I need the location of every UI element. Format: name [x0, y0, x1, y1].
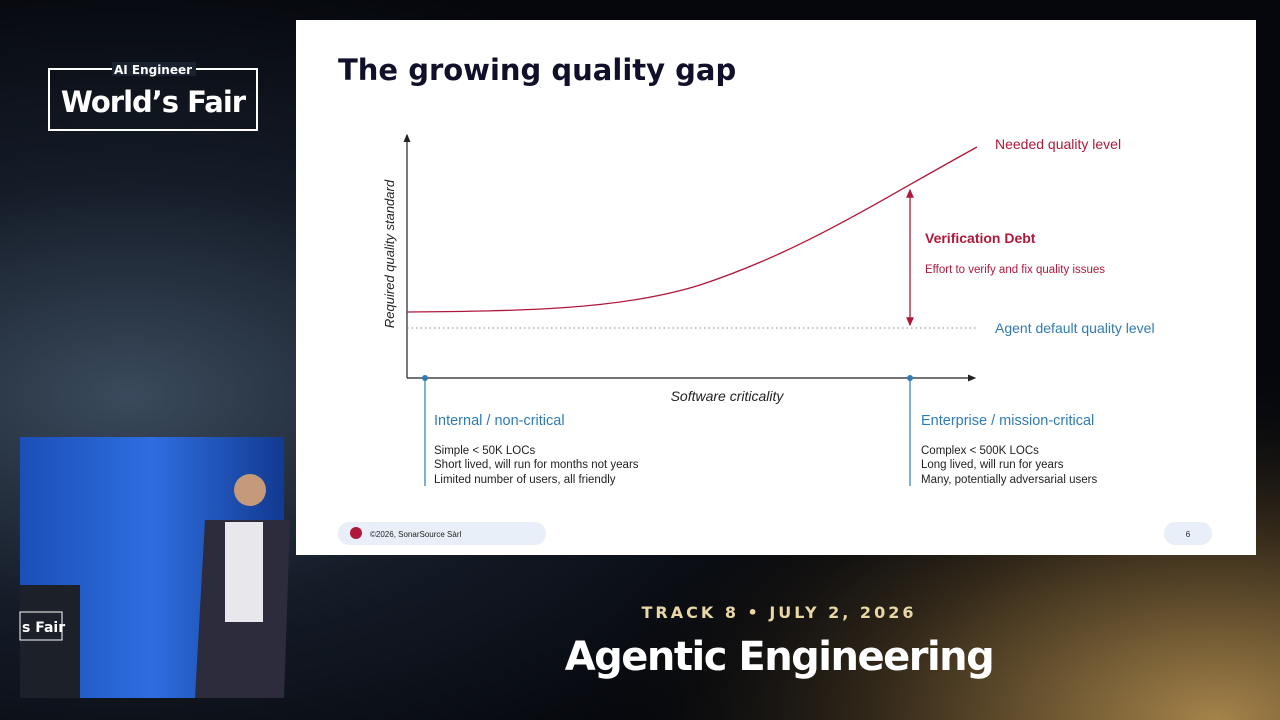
- slide-background: [296, 20, 1256, 555]
- y-axis-label: Required quality standard: [382, 179, 397, 328]
- right-detail: Long lived, will run for years: [921, 459, 1064, 471]
- talk-title: Agentic Engineering: [565, 634, 994, 680]
- right-marker: [907, 375, 913, 381]
- left-detail: Short lived, will run for months not yea…: [434, 459, 639, 471]
- right-detail: Complex < 500K LOCs: [921, 445, 1039, 457]
- needed-quality-curve: [406, 146, 978, 313]
- logo-gap: [112, 62, 196, 76]
- page-pill: [1164, 522, 1212, 545]
- page-number: 6: [1186, 530, 1191, 539]
- speaker-head: [234, 474, 266, 506]
- slide: The growing quality gap Required quality…: [296, 20, 1256, 555]
- left-heading: Internal / non-critical: [434, 413, 565, 429]
- needed-level-label: Needed quality level: [995, 136, 1121, 152]
- footer-pill: [338, 522, 546, 545]
- left-detail: Limited number of users, all friendly: [434, 474, 616, 486]
- track-info: TRACK 8 • JULY 2, 2026: [642, 603, 917, 622]
- podium-logo: [19, 611, 63, 641]
- left-detail: Simple < 50K LOCs: [434, 445, 536, 457]
- agent-level-label: Agent default quality level: [995, 320, 1155, 336]
- logo-line1: AI Engineer: [114, 63, 192, 77]
- gap-title: Verification Debt: [925, 230, 1036, 246]
- slide-title: The growing quality gap: [338, 53, 736, 87]
- speaker-shirt: [225, 522, 263, 622]
- footer-copyright: ©2026, SonarSource Sàrl: [370, 530, 462, 539]
- gap-description: Effort to verify and fix quality issues: [925, 264, 1105, 276]
- right-heading: Enterprise / mission-critical: [921, 413, 1094, 429]
- x-axis-label: Software criticality: [671, 388, 785, 404]
- right-detail: Many, potentially adversarial users: [921, 474, 1097, 486]
- speaker-video: s Fair: [19, 437, 290, 698]
- podium: [20, 585, 80, 698]
- podium-badge: s Fair: [22, 620, 65, 636]
- footer-logo: [350, 527, 362, 539]
- logo-line2: World’s Fair: [61, 85, 247, 119]
- left-marker: [422, 375, 428, 381]
- event-logo: AI Engineer World’s Fair: [48, 62, 258, 131]
